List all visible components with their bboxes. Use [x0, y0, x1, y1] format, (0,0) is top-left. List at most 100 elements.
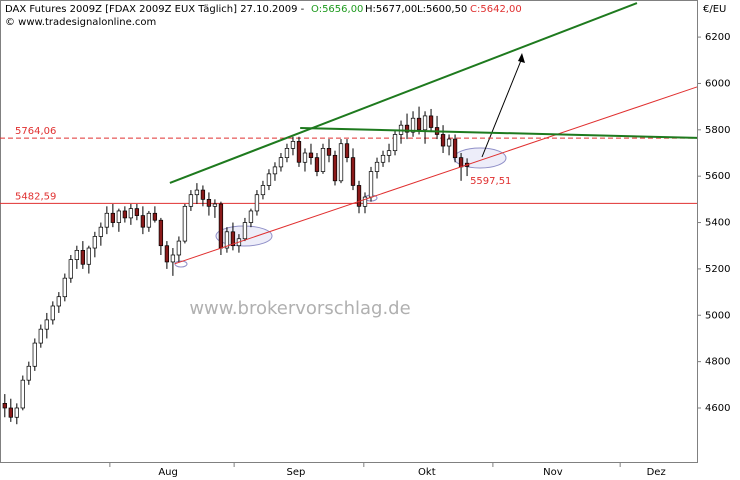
candle-body — [44, 319, 49, 330]
candle-body — [86, 247, 92, 265]
candle-body — [302, 152, 308, 163]
copyright: © www.tradesignalonline.com — [5, 17, 156, 28]
candle-body — [110, 212, 116, 223]
x-tick-label: Aug — [158, 467, 178, 478]
y-tick-label: 4600 — [705, 403, 730, 414]
candle-body — [344, 143, 350, 158]
y-tick-label: 4800 — [705, 357, 730, 368]
trendline — [174, 86, 698, 265]
candle-body — [14, 407, 19, 418]
candle-body — [104, 212, 110, 228]
candle-body — [56, 296, 61, 307]
candle-body — [452, 138, 458, 158]
candle-body — [38, 328, 43, 344]
y-tick-label: 5600 — [705, 171, 730, 182]
candle-body — [122, 210, 128, 219]
y-tick-label: 5200 — [705, 264, 730, 275]
candle-body — [8, 407, 13, 418]
candle-body — [128, 208, 134, 219]
candle-body — [392, 134, 398, 152]
candle-body — [272, 166, 278, 175]
header-open: O:5656,00 — [311, 4, 363, 15]
candle-body — [260, 185, 266, 196]
candle-body — [74, 250, 79, 260]
candle-body — [194, 189, 200, 196]
candle-body — [332, 154, 338, 182]
candle-body — [134, 208, 140, 216]
candle-body — [200, 189, 206, 200]
candle-body — [296, 141, 302, 163]
x-tick-label: Sep — [287, 467, 306, 478]
candle-body — [380, 154, 386, 163]
candle-body — [248, 210, 254, 223]
candle-body — [254, 194, 260, 212]
candle-body — [290, 141, 296, 149]
y-tick-label: 6000 — [705, 78, 730, 89]
x-tick-label: Okt — [418, 467, 436, 478]
candle-body — [146, 212, 152, 228]
candle-body — [368, 171, 374, 198]
candle-body — [116, 210, 122, 223]
candle-body — [338, 143, 344, 182]
header-title: DAX Futures 2009Z [FDAX 2009Z EUX Täglic… — [5, 4, 305, 15]
level-label: 5482,59 — [15, 191, 56, 202]
candle-body — [212, 203, 218, 207]
candle-body — [206, 199, 212, 207]
y-tick-label: 6200 — [705, 32, 730, 43]
y-tick-label: 5400 — [705, 218, 730, 229]
candle-body — [440, 134, 446, 147]
y-tick-label: 5800 — [705, 125, 730, 136]
candle-body — [92, 236, 98, 249]
candle-body — [404, 124, 410, 133]
candle-body — [314, 157, 320, 172]
candle-body — [362, 196, 368, 207]
candle-body — [350, 157, 356, 186]
annotation: 5597,51 — [470, 176, 511, 187]
watermark: www.brokervorschlag.de — [189, 298, 410, 319]
candle-body — [98, 226, 104, 237]
candle-body — [320, 148, 326, 172]
candle-body — [230, 231, 236, 247]
header-low: L:5600,50 — [417, 4, 467, 15]
candle-body — [386, 150, 392, 156]
y-tick-label: 5000 — [705, 310, 730, 321]
candle-body — [182, 205, 188, 242]
candle-body — [266, 173, 272, 186]
candle-body — [446, 138, 452, 147]
candle-body — [284, 148, 290, 158]
candle-body — [152, 212, 158, 221]
candle-body — [410, 117, 416, 133]
header-close: C:5642,00 — [470, 4, 522, 15]
candle-body — [422, 115, 428, 131]
candle-body — [140, 215, 146, 228]
level-label: 5764,06 — [15, 126, 56, 137]
header-high: H:5677,00 — [365, 4, 417, 15]
candle-body — [374, 161, 380, 172]
candle-body — [62, 277, 67, 298]
candle-body — [20, 379, 25, 409]
candle-body — [188, 194, 194, 207]
arrow — [481, 57, 523, 158]
plot-frame — [0, 0, 698, 463]
candle-body — [308, 152, 314, 158]
candle-body — [68, 259, 73, 279]
candle-body — [26, 365, 31, 381]
candle-body — [164, 245, 170, 263]
candle-body — [2, 403, 7, 409]
x-tick-label: Nov — [543, 467, 563, 478]
candle-body — [224, 231, 230, 249]
y-unit: €/EU — [703, 4, 726, 15]
candle-body — [158, 219, 164, 247]
candle-body — [416, 117, 422, 131]
arrow-head — [518, 53, 525, 63]
candle-body — [170, 254, 176, 263]
trendline — [169, 2, 638, 184]
candle-body — [356, 185, 362, 207]
candle-body — [242, 222, 248, 240]
candle-body — [176, 240, 182, 256]
candle-body — [428, 115, 434, 128]
x-tick-label: Dez — [647, 467, 666, 478]
candle-body — [458, 157, 464, 168]
